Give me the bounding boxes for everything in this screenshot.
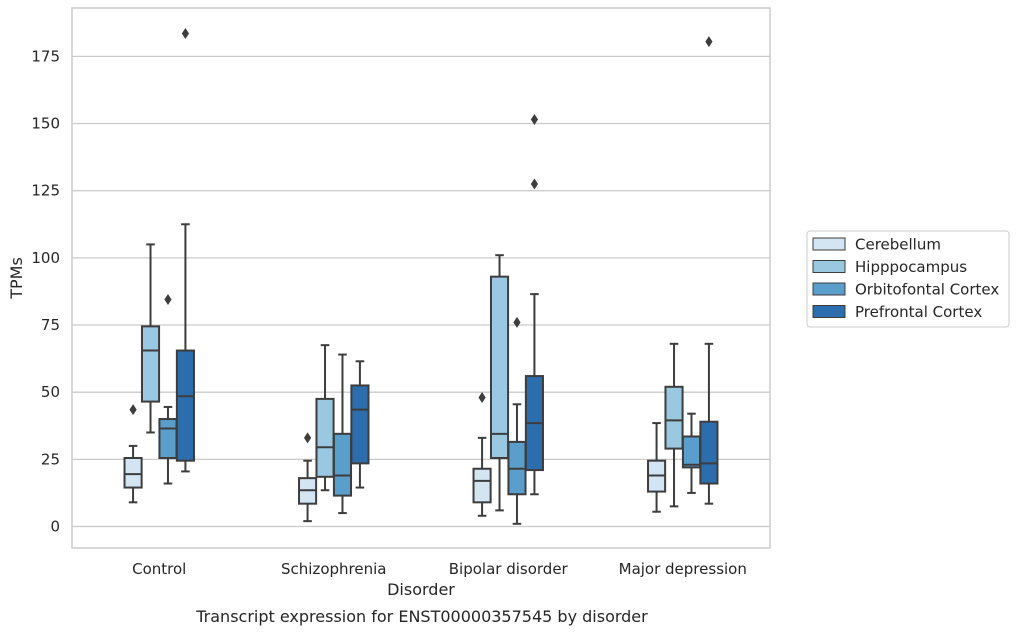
- box-control-orbitofontal-cortex-iqr: [158, 418, 178, 459]
- box-schizophrenia-hipppocampus-iqr: [315, 397, 335, 478]
- box-control-orbitofontal-cortex-outlier-1: [164, 293, 172, 305]
- y-tick-label-75: 75: [41, 316, 60, 334]
- box-control-cerebellum-outlier-1: [129, 404, 137, 416]
- plot-frame: [71, 7, 771, 549]
- x-tick-label-bipolar-disorder: Bipolar disorder: [449, 560, 569, 578]
- box-group-major-depression: [647, 36, 719, 513]
- box-bipolar-disorder-hipppocampus-iqr: [489, 275, 510, 459]
- legend-item-orbitofontal-cortex: Orbitofontal Cortex: [812, 281, 999, 299]
- box-schizophrenia-prefrontal-cortex-iqr: [350, 384, 370, 465]
- y-tick-label-50: 50: [41, 383, 60, 401]
- legend-frame: [806, 230, 1010, 328]
- y-tick-label-175: 175: [31, 47, 60, 65]
- box-schizophrenia-orbitofontal-cortex-iqr: [332, 432, 353, 497]
- box-bipolar-disorder-orbitofontal-cortex-outlier-1: [513, 316, 521, 328]
- legend-label-prefrontal-cortex: Prefrontal Cortex: [855, 303, 982, 321]
- y-tick-label-150: 150: [31, 115, 60, 133]
- y-axis-ticks: 0 25 50 75 100 125 150 175: [31, 47, 60, 535]
- legend-label-hipppocampus: Hipppocampus: [855, 258, 967, 276]
- box-schizophrenia-cerebellum-outlier-1: [303, 432, 312, 444]
- x-tick-label-major-depression: Major depression: [619, 560, 747, 578]
- box-group-bipolar-disorder: [472, 113, 544, 525]
- box-bipolar-disorder-cerebellum-iqr: [472, 467, 492, 504]
- x-tick-label-control: Control: [132, 560, 186, 578]
- legend-swatch-orbitofontal-cortex: [812, 282, 846, 296]
- box-major-depression-orbitofontal-cortex-iqr: [681, 435, 702, 469]
- box-major-depression-prefrontal-cortex-iqr: [699, 420, 719, 485]
- x-axis-label: Disorder: [387, 580, 455, 599]
- box-group-schizophrenia: [298, 344, 370, 523]
- y-tick-label-125: 125: [31, 182, 60, 200]
- chart-title: Transcript expression for ENST0000035754…: [195, 607, 648, 626]
- box-control-cerebellum-iqr: [123, 457, 143, 489]
- box-bipolar-disorder-cerebellum-outlier-1: [478, 392, 486, 404]
- legend-label-orbitofontal-cortex: Orbitofontal Cortex: [855, 281, 999, 299]
- box-bipolar-disorder-prefrontal-cortex-outlier-1: [530, 178, 539, 190]
- box-control-prefrontal-cortex-outlier-1: [181, 28, 190, 40]
- boxes: [123, 28, 719, 525]
- box-major-depression-prefrontal-cortex-outlier-1: [705, 36, 713, 48]
- legend-item-cerebellum: Cerebellum: [812, 236, 941, 254]
- box-control-hipppocampus-iqr: [140, 325, 161, 403]
- x-axis-ticks: Control Schizophrenia Bipolar disorder Majo…: [132, 560, 747, 578]
- legend-swatch-hipppocampus: [812, 260, 846, 273]
- legend-swatch-prefrontal-cortex: [812, 305, 846, 318]
- box-group-control: [123, 28, 195, 504]
- legend-item-hipppocampus: Hipppocampus: [812, 258, 967, 276]
- box-bipolar-disorder-prefrontal-cortex-outlier-2: [530, 113, 539, 125]
- y-axis-label: TPMs: [7, 257, 26, 300]
- legend: Cerebellum Hipppocampus Orbitofontal Corte…: [806, 230, 1010, 328]
- legend-item-prefrontal-cortex: Prefrontal Cortex: [812, 303, 982, 321]
- y-tick-label-25: 25: [41, 450, 60, 468]
- y-tick-label-0: 0: [50, 518, 60, 536]
- x-tick-label-schizophrenia: Schizophrenia: [281, 560, 386, 578]
- legend-swatch-cerebellum: [812, 237, 846, 251]
- y-tick-label-100: 100: [31, 249, 60, 267]
- box-major-depression-hipppocampus-iqr: [664, 385, 684, 450]
- box-control-prefrontal-cortex-iqr: [175, 349, 195, 462]
- legend-label-cerebellum: Cerebellum: [855, 236, 941, 254]
